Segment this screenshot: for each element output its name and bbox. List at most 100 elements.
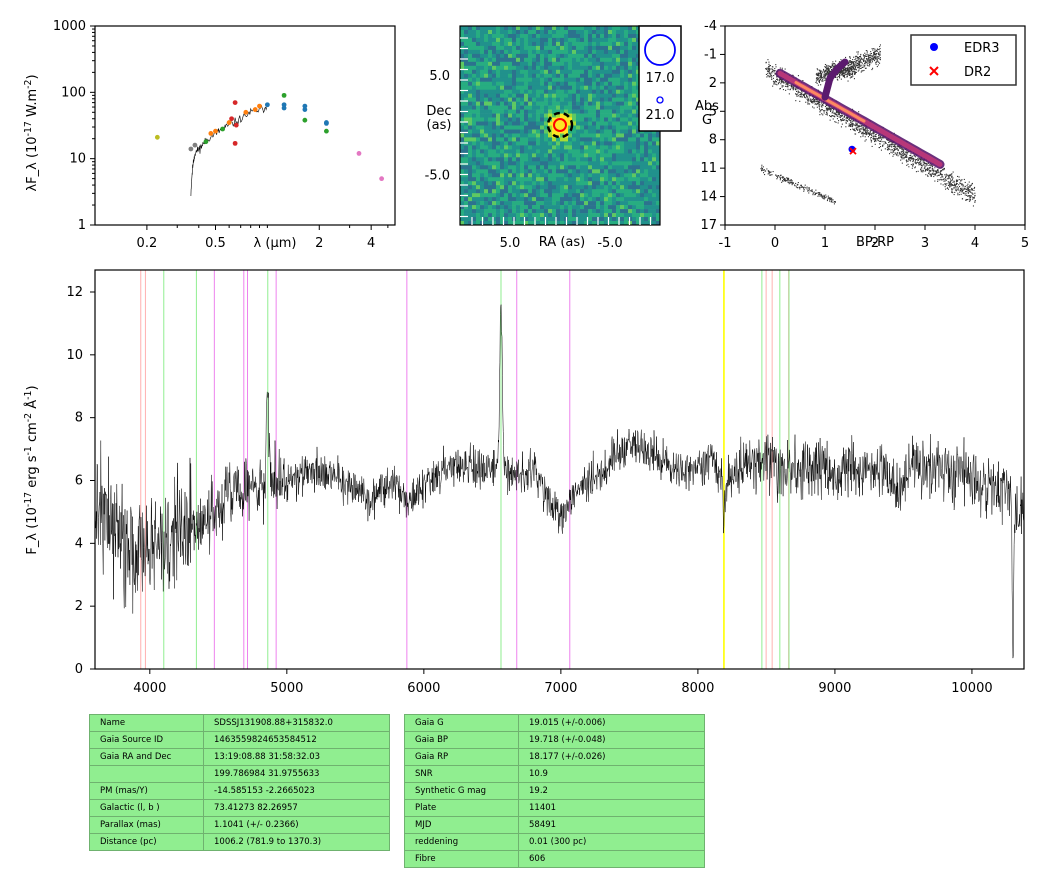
hr-background-star: [959, 189, 961, 191]
image-pixel: [500, 109, 505, 114]
image-pixel: [548, 93, 553, 98]
image-pixel: [540, 209, 545, 214]
image-pixel: [492, 141, 497, 146]
image-pixel: [628, 26, 633, 31]
hr-background-star: [906, 152, 908, 154]
hr-background-star: [897, 149, 899, 151]
image-pixel: [520, 181, 525, 186]
hr-background-star: [858, 66, 860, 68]
hr-background-star: [863, 58, 865, 60]
image-pixel: [488, 113, 493, 118]
hr-background-star: [872, 49, 874, 51]
image-pixel: [520, 145, 525, 150]
hr-background-star: [866, 64, 868, 66]
image-pixel: [520, 101, 525, 106]
hr-background-star: [847, 66, 849, 68]
hr-background-star: [768, 70, 770, 72]
hr-background-star: [913, 158, 915, 160]
image-pixel: [540, 145, 545, 150]
hr-background-star: [821, 109, 823, 111]
image-pixel: [560, 65, 565, 71]
sed-point: [232, 100, 238, 106]
hr-background-star: [905, 160, 907, 162]
image-pixel: [544, 113, 549, 118]
image-pixel: [600, 169, 605, 174]
hr-background-star: [909, 157, 911, 159]
hr-background-star: [796, 94, 798, 96]
image-pixel: [540, 81, 545, 86]
image-pixel: [536, 45, 541, 51]
hr-background-star: [891, 149, 893, 151]
hr-background-star: [938, 179, 940, 181]
image-pixel: [600, 137, 605, 142]
image-pixel: [472, 153, 477, 158]
hr-background-star: [797, 93, 799, 95]
image-pixel: [604, 117, 609, 122]
hr-background-star: [860, 130, 862, 132]
image-pixel: [552, 153, 557, 158]
image-pixel: [560, 213, 565, 218]
image-pixel: [492, 189, 497, 194]
hr-background-star: [909, 159, 911, 161]
hr-background-star: [860, 65, 862, 67]
image-pixel: [536, 30, 541, 35]
image-pixel: [564, 34, 569, 39]
hr-background-star: [820, 84, 822, 86]
image-pixel: [532, 133, 537, 138]
image-pixel: [608, 221, 613, 226]
hr-background-star: [855, 62, 857, 64]
image-pixel: [500, 217, 505, 222]
hr-background-star: [849, 73, 851, 75]
hr-background-star: [855, 125, 857, 127]
hr-background-star: [905, 156, 907, 158]
hr-background-star: [965, 191, 967, 193]
image-pixel: [588, 57, 593, 63]
image-pixel: [508, 69, 513, 75]
hr-background-star: [927, 167, 929, 169]
image-pixel: [568, 30, 573, 35]
hr-background-star: [887, 144, 889, 146]
image-pixel: [608, 117, 613, 122]
hr-background-star: [871, 61, 873, 63]
hr-background-star: [865, 61, 867, 63]
image-pixel: [640, 209, 645, 214]
hr-background-star: [783, 82, 785, 84]
image-pixel: [632, 89, 637, 94]
image-pixel: [484, 121, 489, 126]
hr-background-star: [819, 111, 821, 113]
image-pixel: [532, 161, 537, 166]
hr-background-star: [854, 133, 856, 135]
image-pixel: [596, 89, 601, 94]
image-pixel: [516, 121, 521, 126]
hr-background-star: [934, 167, 936, 169]
hr-background-star: [905, 155, 907, 157]
image-panel: 5.0 -5.05.0-5.0RA (as)Dec (as)17.021.0: [425, 25, 682, 251]
image-pixel: [524, 41, 529, 47]
image-pixel: [628, 177, 633, 182]
image-pixel: [468, 41, 473, 47]
image-pixel: [532, 221, 537, 226]
image-pixel: [524, 213, 529, 218]
hr-background-star: [823, 73, 825, 75]
image-pixel: [644, 189, 649, 194]
image-pixel: [552, 205, 557, 210]
hr-background-star: [965, 199, 967, 201]
image-pixel: [564, 105, 569, 110]
hr-background-star: [852, 128, 854, 130]
image-pixel: [484, 221, 489, 226]
hr-background-star: [899, 147, 901, 149]
image-pixel: [544, 121, 549, 126]
image-pixel: [468, 165, 473, 170]
image-pixel: [604, 121, 609, 126]
image-pixel: [464, 41, 469, 47]
image-pixel: [596, 57, 601, 63]
hr-background-star: [949, 174, 951, 176]
hr-background-star: [826, 113, 828, 115]
image-pixel: [532, 201, 537, 206]
image-pixel: [596, 77, 601, 82]
hr-background-star: [860, 71, 862, 73]
hr-background-star: [908, 159, 910, 161]
image-pixel: [608, 201, 613, 206]
image-pixel: [580, 105, 585, 110]
hr-background-star: [845, 67, 847, 69]
